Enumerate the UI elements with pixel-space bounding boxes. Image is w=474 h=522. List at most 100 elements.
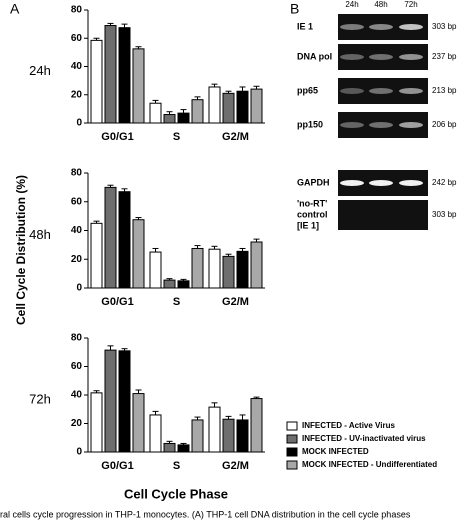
bar	[222, 92, 235, 124]
x-tick-label: G2/M	[222, 296, 249, 308]
legend-label: MOCK INFECTED - Undifferentiated	[302, 460, 437, 469]
y-tick-label: 0	[76, 283, 82, 294]
panel-label: B	[290, 1, 299, 17]
y-tick-label: 20	[71, 89, 83, 100]
y-tick-label: 20	[71, 254, 83, 265]
x-tick-label: G0/G1	[101, 296, 133, 308]
y-tick-label: 60	[71, 361, 83, 372]
gel-band	[399, 88, 423, 94]
bar	[132, 219, 145, 289]
x-tick-label: G2/M	[222, 460, 249, 472]
legend-swatch	[286, 460, 298, 470]
legend-swatch	[286, 447, 298, 457]
bar	[118, 191, 131, 289]
bar	[208, 86, 221, 124]
x-tick-label: S	[173, 131, 180, 143]
gel-size-label: 213 bp	[432, 86, 457, 95]
legend-label: MOCK INFECTED	[302, 447, 369, 456]
bar	[149, 251, 162, 289]
bar	[222, 255, 235, 289]
x-tick-label: S	[173, 296, 180, 308]
gel-size-label: 303 bp	[432, 22, 457, 31]
panel-time-label: 72h	[29, 391, 51, 406]
lane-label: 24h	[345, 0, 358, 9]
bar	[118, 350, 131, 453]
y-tick-label: 0	[76, 118, 82, 129]
gel-size-label: 206 bp	[432, 120, 457, 129]
gel-row-label: control	[297, 209, 328, 219]
bar	[250, 88, 263, 124]
gel-band	[340, 54, 364, 60]
bar	[250, 398, 263, 453]
bar	[191, 99, 204, 124]
bar	[163, 114, 176, 124]
gel-size-label: 303 bp	[432, 210, 457, 219]
bar	[104, 349, 117, 453]
y-tick-label: 80	[71, 5, 83, 16]
bar	[177, 280, 190, 289]
legend-swatch	[286, 421, 298, 431]
y-tick-label: 0	[76, 447, 82, 458]
legend-swatch	[286, 434, 298, 444]
gel-panel: 24h 48h 72h IE 1 303 bp DNA pol 237 bp pp65 213 …	[297, 0, 457, 230]
bar	[177, 112, 190, 124]
gel-band	[369, 122, 393, 128]
x-tick-label: G0/G1	[101, 131, 133, 143]
bar	[90, 222, 103, 289]
bar	[250, 241, 263, 289]
gel-band	[399, 122, 423, 128]
bar	[163, 279, 176, 289]
bar	[90, 392, 103, 453]
y-tick-label: 60	[71, 33, 83, 44]
gel-row-label: DNA pol	[297, 51, 332, 61]
lane-label: 72h	[404, 0, 417, 9]
gel-band	[369, 88, 393, 94]
y-tick-label: 80	[71, 333, 83, 344]
gel-band	[369, 54, 393, 60]
x-tick-label: G0/G1	[101, 460, 133, 472]
gel-row-label: [IE 1]	[297, 220, 319, 230]
legend-label: INFECTED - UV-inactivated virus	[302, 434, 426, 443]
gel-row-label: 'no-RT'	[297, 198, 327, 208]
bar	[208, 248, 221, 289]
y-tick-label: 40	[71, 390, 83, 401]
bar	[208, 406, 221, 453]
gel-row-label: IE 1	[297, 21, 313, 31]
bar	[132, 48, 145, 124]
bar	[236, 419, 249, 453]
y-tick-label: 20	[71, 418, 83, 429]
bar	[163, 442, 176, 453]
gel-row-label: pp150	[297, 119, 323, 129]
bar	[236, 250, 249, 289]
bar	[132, 393, 145, 453]
gel-band	[399, 180, 423, 186]
gel-band	[369, 180, 393, 186]
bar	[177, 444, 190, 453]
panel-label: A	[10, 1, 20, 17]
y-tick-label: 80	[71, 168, 83, 179]
y-tick-label: 60	[71, 196, 83, 207]
bar	[191, 247, 204, 289]
caption: ral cells cycle progression in THP-1 mon…	[0, 509, 411, 519]
bar	[90, 39, 103, 124]
bar	[191, 419, 204, 453]
bar	[104, 186, 117, 289]
y-tick-label: 40	[71, 225, 83, 236]
gel-band	[369, 24, 393, 30]
bar	[118, 27, 131, 124]
bar	[222, 418, 235, 453]
gel-band	[340, 122, 364, 128]
gel-band	[340, 180, 364, 186]
x-tick-label: S	[173, 460, 180, 472]
bar	[149, 102, 162, 124]
gel-band	[340, 88, 364, 94]
panel-time-label: 24h	[29, 63, 51, 78]
y-axis-title: Cell Cycle Distribution (%)	[14, 175, 28, 325]
x-axis-title: Cell Cycle Phase	[124, 486, 228, 501]
gel-image	[338, 200, 428, 230]
gel-size-label: 242 bp	[432, 178, 457, 187]
bar	[149, 414, 162, 453]
gel-band	[340, 24, 364, 30]
lane-label: 48h	[374, 0, 387, 9]
